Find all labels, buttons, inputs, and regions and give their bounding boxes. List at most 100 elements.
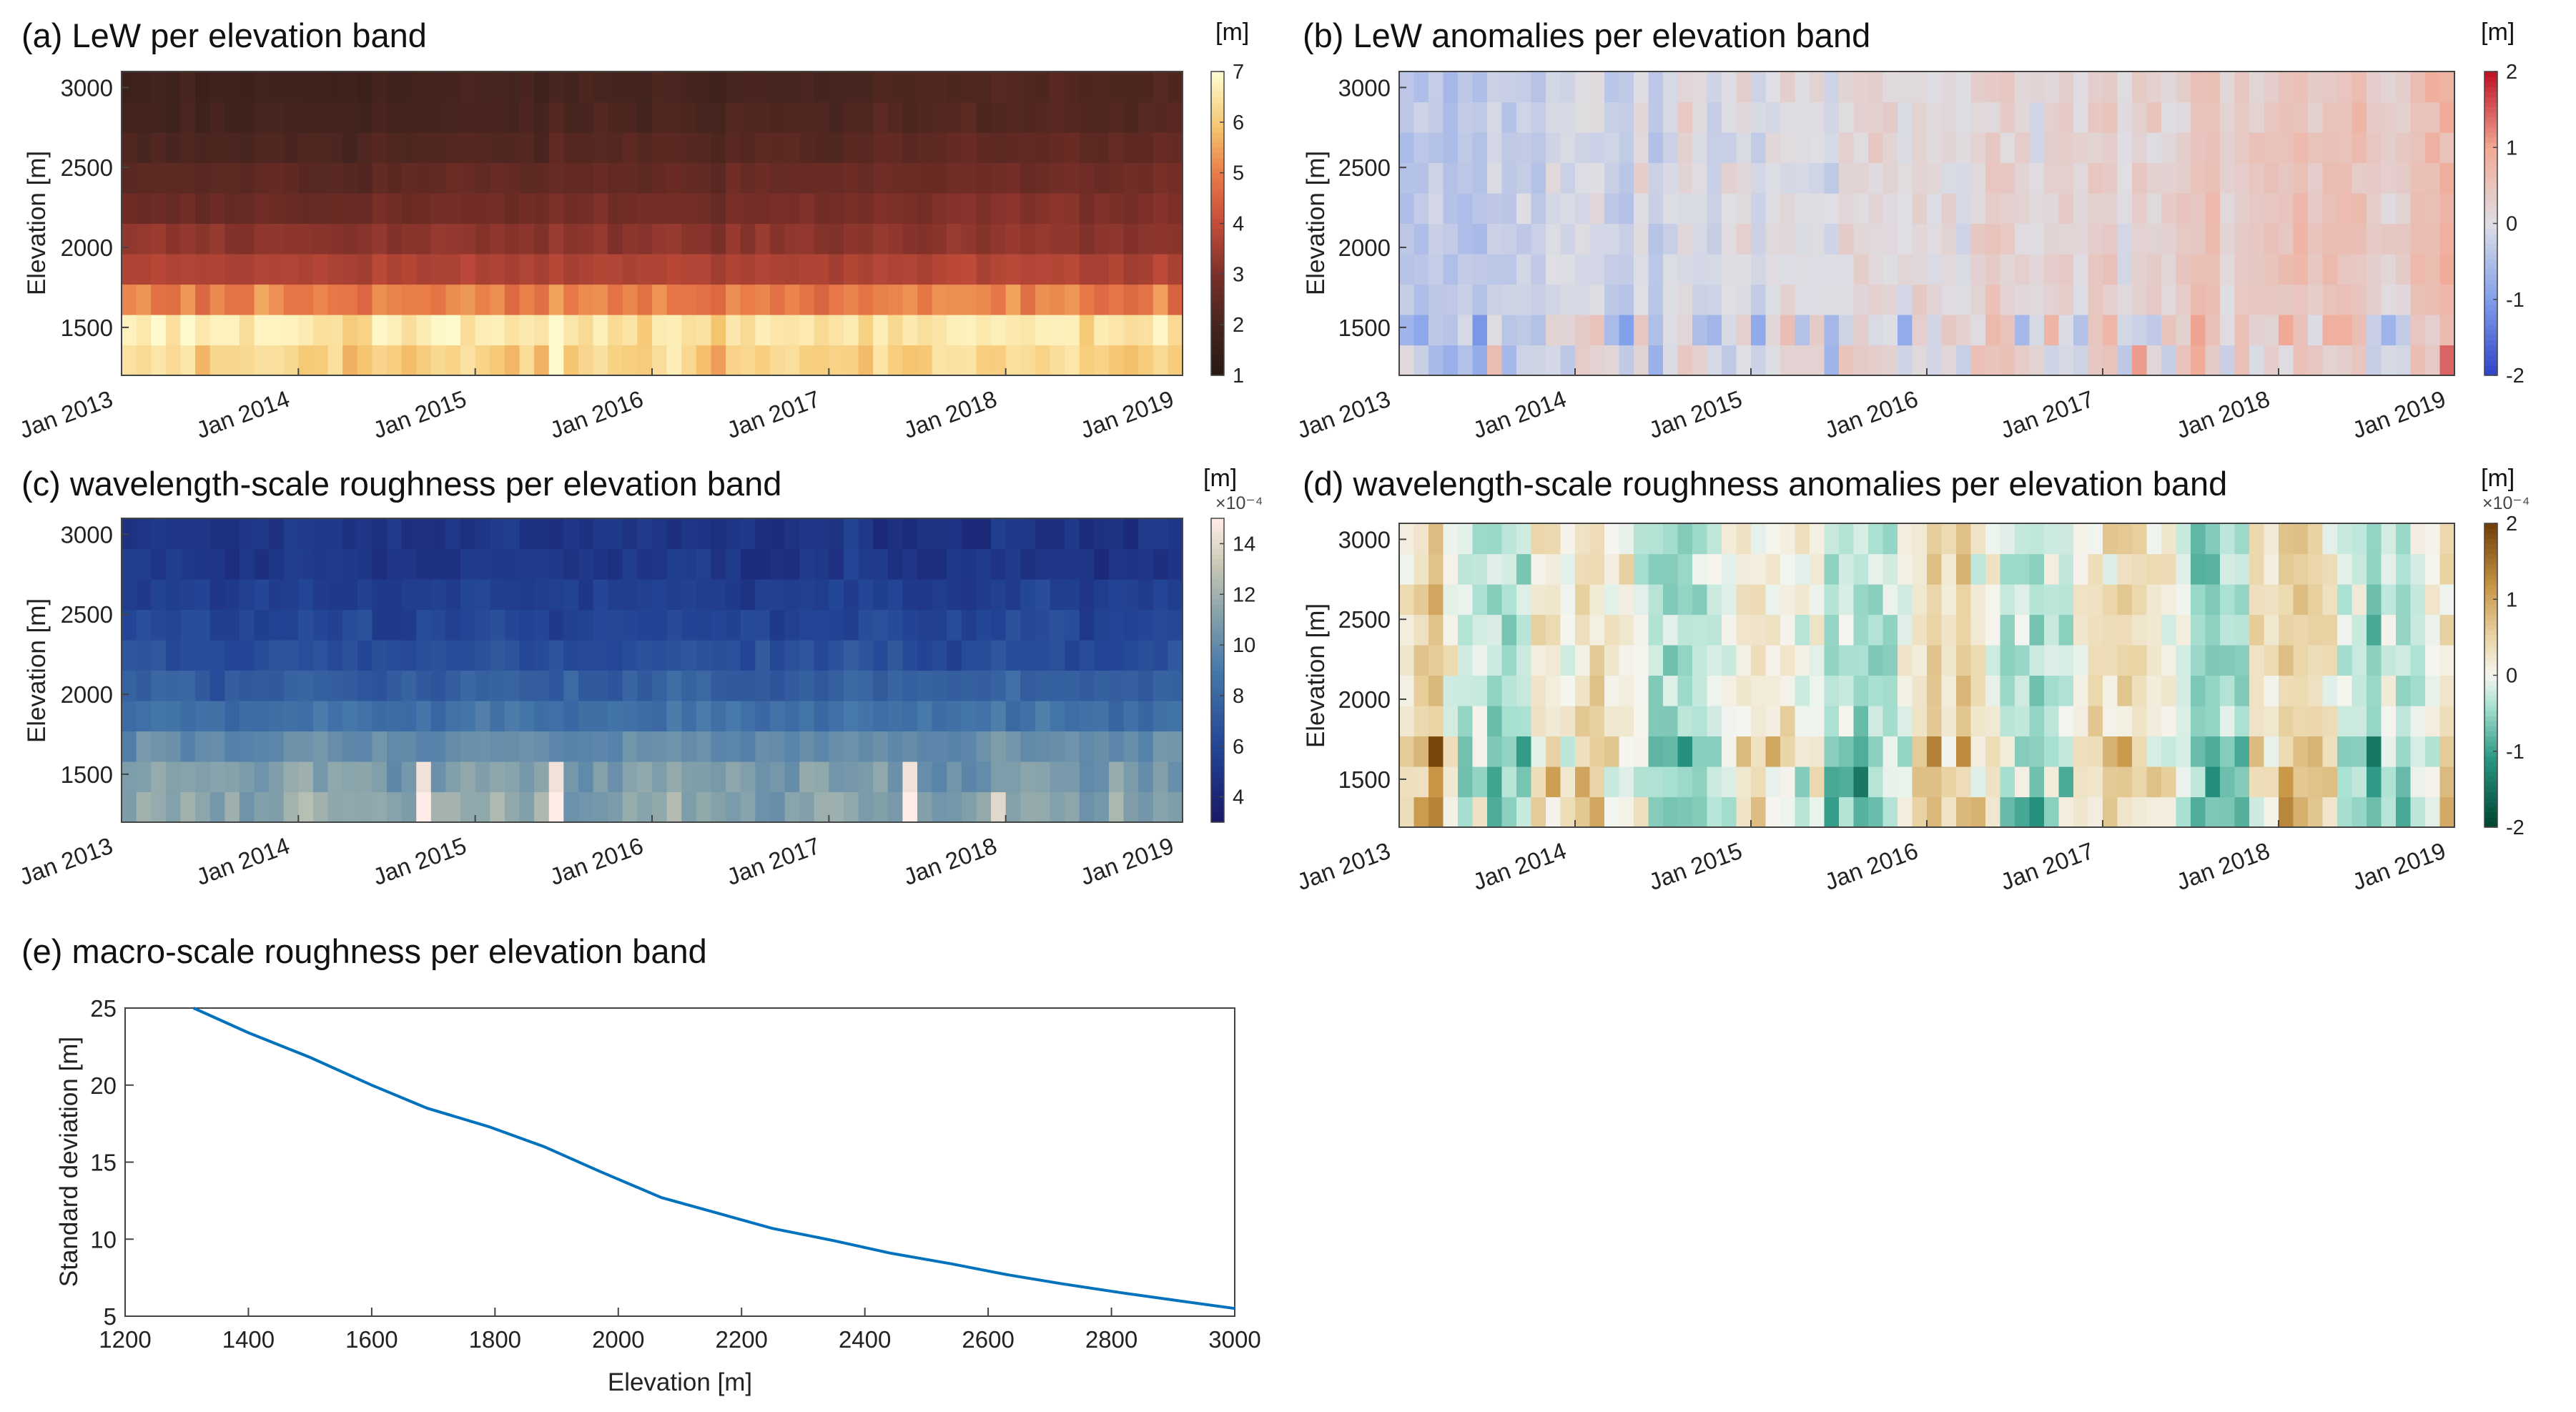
x-tick-label: Jan 2016 <box>546 832 646 890</box>
heatmap-cell <box>1020 223 1036 255</box>
heatmap-cell <box>548 193 564 224</box>
heatmap-cell <box>430 162 447 194</box>
heatmap-cell <box>1035 548 1051 580</box>
colorbar-segment <box>1211 533 1224 539</box>
heatmap-cell <box>858 761 874 793</box>
heatmap-cell <box>1707 71 1722 103</box>
heatmap-cell <box>475 609 490 641</box>
x-tick-label: Jan 2017 <box>1997 837 2097 895</box>
heatmap-cell <box>1677 736 1693 767</box>
colorbar-tick-label: 2 <box>2506 61 2517 84</box>
heatmap-cell <box>1108 315 1125 346</box>
heatmap-cell <box>1413 553 1429 585</box>
heatmap-cell <box>858 640 874 671</box>
x-tick-label: Jan 2013 <box>1293 385 1393 443</box>
heatmap-cell <box>342 518 358 550</box>
heatmap-cell <box>1707 645 1722 676</box>
heatmap-cell <box>652 162 668 194</box>
heatmap-cell <box>2000 102 2015 133</box>
heatmap-cell <box>608 791 623 823</box>
heatmap-cell <box>2308 523 2324 555</box>
colorbar-segment <box>2484 203 2497 209</box>
heatmap-cell <box>726 579 741 611</box>
heatmap-cell <box>2279 132 2294 164</box>
heatmap-cell <box>1487 766 1503 798</box>
heatmap-cell <box>239 193 255 224</box>
heatmap-cell <box>1168 162 1183 194</box>
colorbar-segment <box>1211 172 1224 179</box>
colorbar-segment <box>2484 132 2497 138</box>
heatmap-cell <box>1619 584 1634 616</box>
heatmap-cell <box>2439 614 2455 646</box>
heatmap-cell <box>387 609 403 641</box>
panel-c-colorbar-exponent: ×10⁻⁴ <box>1215 493 1263 513</box>
heatmap-cell <box>1501 132 1517 164</box>
heatmap-cell <box>1575 584 1591 616</box>
heatmap-cell <box>563 761 579 793</box>
heatmap-cell <box>1824 675 1840 706</box>
heatmap-cell <box>224 162 240 194</box>
heatmap-cell <box>209 731 225 762</box>
heatmap-cell <box>1970 345 1986 376</box>
colorbar-segment <box>2484 821 2497 828</box>
heatmap-cell <box>372 71 388 103</box>
heatmap-cell <box>1589 706 1605 737</box>
heatmap-cell <box>2381 254 2397 285</box>
heatmap-cell <box>1065 223 1080 255</box>
heatmap-cell <box>1985 223 2001 255</box>
heatmap-cell <box>2322 706 2338 737</box>
heatmap-cell <box>947 791 962 823</box>
heatmap-cell <box>1560 523 1576 555</box>
heatmap-cell <box>1531 796 1546 828</box>
colorbar-segment <box>1211 624 1224 631</box>
heatmap-cell <box>2205 254 2221 285</box>
heatmap-cell <box>2234 584 2250 616</box>
heatmap-cell <box>1898 523 1913 555</box>
heatmap-cell <box>519 579 535 611</box>
heatmap-cell <box>1546 315 1561 346</box>
heatmap-cell <box>2381 645 2397 676</box>
colorbar-segment <box>1211 340 1224 346</box>
heatmap-cell <box>1589 796 1605 828</box>
heatmap-cell <box>1094 132 1110 164</box>
colorbar-segment <box>1211 122 1224 128</box>
heatmap-cell <box>1035 345 1051 376</box>
heatmap-cell <box>298 701 314 732</box>
heatmap-cell <box>2293 345 2309 376</box>
colorbar-frame <box>1210 518 1225 823</box>
heatmap-cell <box>475 102 490 133</box>
colorbar-segment <box>1211 558 1224 565</box>
heatmap-cell <box>165 102 182 133</box>
heatmap-cell <box>593 71 608 103</box>
heatmap-cell <box>711 701 726 732</box>
colorbar-segment <box>1211 238 1224 245</box>
heatmap-cell <box>1765 132 1781 164</box>
heatmap-cell <box>1575 102 1591 133</box>
heatmap-cell <box>357 193 372 224</box>
heatmap-cell <box>1941 102 1957 133</box>
heatmap-cell <box>1123 102 1139 133</box>
heatmap-cell <box>1941 315 1957 346</box>
heatmap-cell <box>1065 315 1080 346</box>
heatmap-cell <box>430 609 447 641</box>
heatmap-cell <box>1853 345 1869 376</box>
heatmap-cell <box>696 284 712 315</box>
heatmap-cell <box>195 71 211 103</box>
heatmap-cell <box>769 791 786 823</box>
heatmap-cell <box>2352 102 2367 133</box>
heatmap-cell <box>151 284 167 315</box>
heatmap-cell <box>1707 553 1722 585</box>
heatmap-cell <box>2176 766 2191 798</box>
heatmap-cell <box>1751 675 1767 706</box>
heatmap-cell <box>1736 584 1752 616</box>
heatmap-cell <box>1399 766 1415 798</box>
heatmap-cell <box>711 731 726 762</box>
heatmap-cell <box>563 223 579 255</box>
colorbar-tick-label: 2 <box>1233 314 1244 337</box>
heatmap-cell <box>548 315 564 346</box>
heatmap-cell <box>2117 71 2133 103</box>
colorbar-segment <box>2484 558 2497 565</box>
heatmap-cell <box>2367 102 2382 133</box>
heatmap-cell <box>2410 645 2426 676</box>
